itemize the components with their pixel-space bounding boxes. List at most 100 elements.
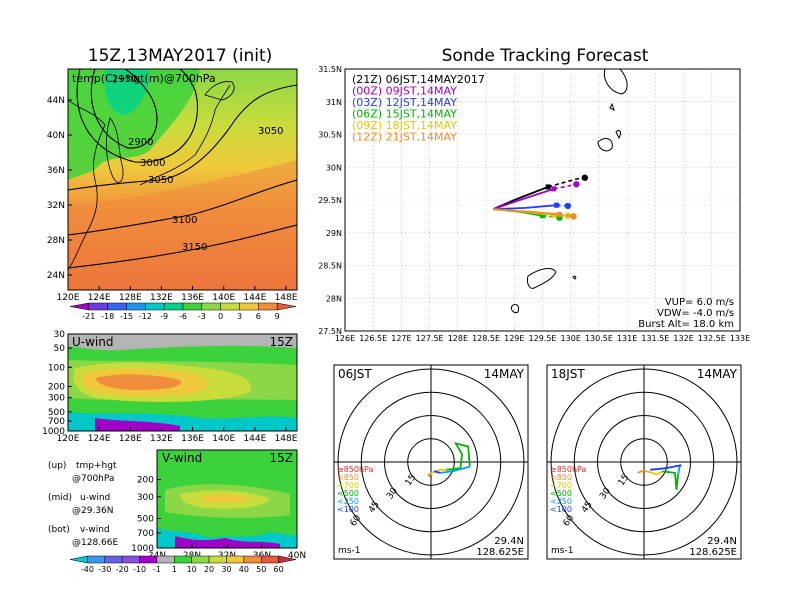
track-y-tick-label: 31.5N bbox=[318, 65, 342, 74]
hodograph-level-label: <500 bbox=[337, 489, 359, 498]
hodograph-date: 14MAY bbox=[484, 367, 525, 381]
track-x-tick-label: 129.5E bbox=[529, 334, 557, 343]
hodograph-level-label: <700 bbox=[337, 481, 359, 490]
hodograph-lon: 128.625E bbox=[476, 547, 524, 558]
temp-colorbar-swatch bbox=[201, 302, 221, 311]
temp-colorbar-label: 9 bbox=[275, 312, 280, 321]
wind-colorbar-swatch bbox=[243, 555, 262, 564]
hodograph-units: ms-1 bbox=[338, 546, 360, 556]
map-contour-3050 bbox=[68, 84, 297, 191]
hodograph-level-label: <700 bbox=[550, 481, 572, 490]
wind-colorbar: -40 -30 -20 -10 -1 1 10 20 30 40 50 60 bbox=[69, 555, 297, 574]
temp-colorbar-label: 0 bbox=[218, 312, 223, 321]
temp-colorbar-label: -3 bbox=[198, 312, 206, 321]
temp-colorbar-swatch bbox=[107, 302, 127, 311]
track-x-tick-label: 131.5E bbox=[641, 334, 669, 343]
note-line: v-wind bbox=[80, 525, 110, 535]
wind-colorbar-swatch bbox=[104, 555, 123, 564]
map-warm-region bbox=[68, 160, 297, 290]
track-burst-marker bbox=[540, 213, 545, 219]
launch-params: VUP= 6.0 m/s VDW= -4.0 m/s Burst Alt= 18… bbox=[638, 297, 734, 330]
map-y-tick-label: 36N bbox=[47, 166, 65, 176]
v-y-tick-label: 500 bbox=[137, 514, 154, 524]
hodograph-level-label: <850 bbox=[550, 473, 572, 482]
track-y-tick-label: 28N bbox=[326, 294, 342, 303]
map-contour-3100 bbox=[68, 179, 297, 236]
hodograph-trace bbox=[433, 470, 441, 474]
temp-colorbar-label: -15 bbox=[120, 312, 133, 321]
hodograph-level-label: ≥850hPa bbox=[550, 465, 587, 474]
track-y-tick-label: 29.5N bbox=[318, 196, 342, 205]
temperature-height-map: temp(C)+hgt(m)@700hPa 2900 2950 3000 305… bbox=[47, 68, 298, 303]
hodograph-trace bbox=[637, 470, 648, 474]
hodograph-ring-label: 45 bbox=[580, 500, 595, 515]
u-x-tick-label: 124E bbox=[88, 434, 111, 444]
wind-colorbar-swatch bbox=[139, 555, 158, 564]
track-x-tick-label: 126.5E bbox=[359, 334, 387, 343]
hodograph-trace bbox=[646, 470, 664, 476]
track-series-line-ascent bbox=[492, 188, 555, 211]
u-x-tick-label: 140E bbox=[212, 434, 235, 444]
u-wind-time: 15Z bbox=[270, 335, 294, 349]
map-y-tick-label: 44N bbox=[47, 96, 65, 106]
u-y-tick-label: 500 bbox=[48, 408, 65, 418]
note-line: @128.66E bbox=[72, 538, 118, 548]
sonde-tracks bbox=[492, 174, 589, 221]
map-x-tick-label: 132E bbox=[150, 293, 173, 303]
track-landing-marker bbox=[581, 174, 589, 181]
hodograph-date: 14MAY bbox=[697, 367, 738, 381]
map-x-ticks: 120E 124E 128E 132E 136E 140E 144E 148E bbox=[57, 286, 298, 303]
temp-colorbar-swatch bbox=[276, 302, 297, 311]
temperature-colorbar: -21 -18 -15 -12 -9 -6 -3 0 3 6 9 bbox=[69, 302, 297, 321]
map-x-tick-label: 120E bbox=[57, 293, 80, 303]
wind-colorbar-label: 20 bbox=[204, 565, 214, 574]
u-y-tick-label: 200 bbox=[48, 382, 65, 392]
track-x-tick-label: 128.5E bbox=[472, 334, 500, 343]
note-key: (bot) bbox=[48, 525, 70, 535]
v-y-tick-label: 200 bbox=[137, 476, 154, 486]
map-x-tick-label: 140E bbox=[212, 293, 235, 303]
wind-colorbar-swatch bbox=[208, 555, 227, 564]
contour-label: 3050 bbox=[148, 175, 173, 186]
u-y-tick-label: 100 bbox=[48, 363, 65, 373]
track-legend-entry: (09Z) 18JST,14MAY bbox=[352, 119, 457, 132]
hodograph-ring-label: 45 bbox=[367, 500, 382, 515]
v-y-tick-label: 1000 bbox=[131, 544, 154, 554]
temp-colorbar-label: -6 bbox=[179, 312, 187, 321]
island-amami bbox=[527, 268, 557, 289]
map-x-tick-label: 124E bbox=[88, 293, 111, 303]
wind-colorbar-swatch bbox=[87, 555, 106, 564]
note-line: @29.36N bbox=[72, 506, 114, 516]
v-y-tick-label: 300 bbox=[137, 493, 154, 503]
contour-label: 3050 bbox=[258, 126, 283, 137]
wind-colorbar-label: 40 bbox=[239, 565, 249, 574]
map-y-ticks: 24N 28N 32N 36N 40N 44N bbox=[47, 96, 72, 281]
temp-colorbar-label: 3 bbox=[237, 312, 242, 321]
track-x-tick-label: 126E bbox=[335, 334, 355, 343]
temp-colorbar-label: -18 bbox=[101, 312, 114, 321]
track-y-tick-label: 29N bbox=[326, 229, 342, 238]
track-burst-marker bbox=[556, 211, 562, 217]
hodograph-ring-label: 60 bbox=[349, 513, 364, 528]
u-y-tick-label: 300 bbox=[48, 394, 65, 404]
map-contour-2900 bbox=[90, 69, 158, 149]
track-landing-marker bbox=[570, 213, 577, 220]
wind-colorbar-label: 30 bbox=[221, 565, 231, 574]
track-legend-entry: (00Z) 09JST,14MAY bbox=[352, 85, 457, 98]
wind-colorbar-label: -30 bbox=[98, 565, 111, 574]
hodograph-trace bbox=[446, 442, 471, 471]
temp-colorbar-swatch bbox=[126, 302, 146, 311]
note-key: (up) bbox=[48, 461, 66, 471]
map-x-tick-label: 148E bbox=[275, 293, 298, 303]
hodograph-ring-label: 30 bbox=[385, 486, 400, 501]
hodograph-ring-label: 60 bbox=[562, 513, 577, 528]
map-panel-label: temp(C)+hgt(m)@700hPa bbox=[72, 72, 216, 85]
map-y-tick-label: 40N bbox=[47, 131, 65, 141]
left-title: 15Z,13MAY2017 (init) bbox=[88, 46, 273, 66]
track-y-tick-label: 27.5N bbox=[318, 327, 342, 336]
param-vdw: VDW= -4.0 m/s bbox=[657, 308, 734, 319]
v-wind-time: 15Z bbox=[270, 451, 294, 465]
